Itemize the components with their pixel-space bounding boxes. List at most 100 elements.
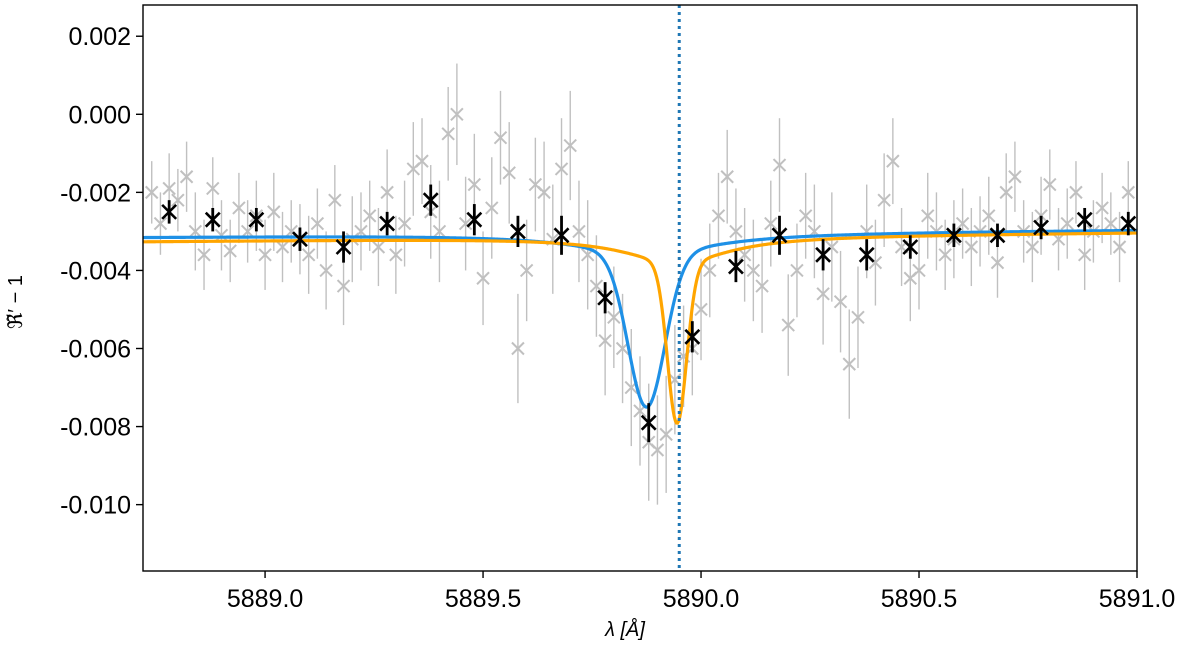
grey-data-point (1095, 201, 1109, 215)
grey-data-point (519, 263, 534, 278)
grey-data-point (179, 170, 194, 184)
grey-data-point (258, 248, 272, 262)
grey-data-point (450, 107, 464, 122)
binned-data-point (248, 211, 265, 228)
grey-data-point (755, 279, 769, 293)
grey-data-point (781, 318, 795, 332)
grey-data-point (990, 255, 1005, 270)
grey-data-point (877, 193, 891, 207)
grey-data-point (214, 228, 229, 243)
y-tick-label: -0.004 (60, 257, 131, 285)
grey-data-point (589, 279, 604, 293)
y-tick-label: -0.006 (60, 336, 131, 364)
binned-data-point (902, 239, 919, 255)
binned-data-point (1076, 211, 1093, 228)
grey-data-point (223, 244, 237, 258)
grey-data-point (729, 224, 743, 239)
grey-data-point (1043, 177, 1057, 192)
grey-data-point (397, 216, 412, 231)
grey-data-point (441, 127, 455, 141)
grey-data-point (240, 224, 255, 239)
grey-data-point (1121, 185, 1135, 200)
grey-data-point (145, 185, 159, 200)
grey-data-point (153, 216, 168, 231)
grey-data-point (746, 263, 761, 278)
grey-data-point (650, 443, 665, 457)
grey-data-point (921, 209, 935, 223)
grey-data-point (999, 185, 1013, 200)
grey-data-point (537, 185, 551, 200)
grey-data-point (206, 181, 220, 196)
x-tick-label: 5889.5 (445, 585, 521, 613)
x-tick-label: 5890.0 (663, 585, 739, 613)
y-tick-label: -0.008 (60, 414, 131, 442)
grey-data-point (511, 341, 525, 356)
y-tick-label: -0.010 (60, 492, 131, 520)
grey-data-point (694, 302, 708, 317)
grey-data-point (275, 240, 290, 254)
binned-data-point (640, 414, 657, 431)
grey-data-point (572, 224, 586, 239)
grey-data-point (833, 294, 848, 309)
grey-data-point (171, 193, 185, 207)
binned-data-point (466, 211, 483, 228)
grey-data-point (912, 263, 926, 278)
grey-data-series (145, 63, 1135, 505)
grey-data-point (267, 205, 281, 219)
x-tick-label: 5890.5 (881, 585, 957, 613)
grey-data-point (328, 193, 342, 207)
grey-data-point (493, 131, 508, 145)
grey-data-point (380, 185, 394, 200)
grey-data-point (1025, 240, 1040, 254)
grey-data-point (563, 138, 577, 153)
y-axis: 0.002 0.000 -0.002 -0.004 -0.006 -0.008 -0.010 (60, 23, 143, 520)
grey-data-point (1069, 185, 1083, 200)
grey-data-point (798, 209, 813, 223)
grey-data-point (964, 240, 979, 254)
x-axis: 5889.0 5889.5 5890.0 5890.5 5891.0 (227, 571, 1175, 613)
grey-data-point (467, 177, 482, 192)
grey-data-point (432, 224, 447, 239)
orange-model-line (143, 231, 1137, 425)
grey-data-point (476, 271, 490, 285)
grey-data-point (188, 224, 203, 239)
y-axis-label: ℜ̃′ − 1 (5, 275, 27, 329)
grey-data-point (554, 162, 569, 176)
grey-data-point (790, 263, 804, 278)
binned-data-point (1120, 215, 1137, 232)
grey-data-point (772, 158, 787, 172)
x-axis-label: λ [Å] (604, 618, 645, 641)
y-tick-label: 0.002 (68, 23, 131, 51)
binned-data-point (422, 192, 439, 209)
grey-data-point (1060, 216, 1074, 231)
grey-data-point (737, 248, 752, 262)
grey-data-point (851, 310, 865, 324)
grey-data-point (703, 263, 717, 278)
grey-data-point (598, 333, 612, 348)
binned-data-point (161, 203, 178, 220)
grey-data-point (389, 248, 403, 262)
grey-data-point (415, 154, 429, 168)
grey-data-point (982, 209, 996, 223)
grey-data-point (764, 216, 778, 231)
grey-data-point (232, 201, 246, 215)
grey-data-point (720, 170, 734, 184)
binned-data-point (292, 231, 308, 248)
grey-data-point (336, 279, 351, 293)
grey-data-point (886, 154, 900, 168)
binned-data-point (989, 227, 1006, 244)
binned-data-point (684, 328, 701, 345)
grey-data-point (371, 240, 386, 254)
binned-data-series (161, 184, 1137, 443)
binned-data-point (379, 215, 396, 232)
binned-data-point (510, 223, 526, 240)
grey-data-point (485, 201, 499, 215)
grey-data-point (659, 427, 673, 442)
grey-data-point (1077, 248, 1092, 262)
grey-data-point (955, 216, 970, 231)
grey-data-point (197, 248, 211, 262)
binned-data-point (597, 289, 614, 306)
grey-data-point (319, 263, 333, 278)
grey-data-point (711, 209, 726, 223)
